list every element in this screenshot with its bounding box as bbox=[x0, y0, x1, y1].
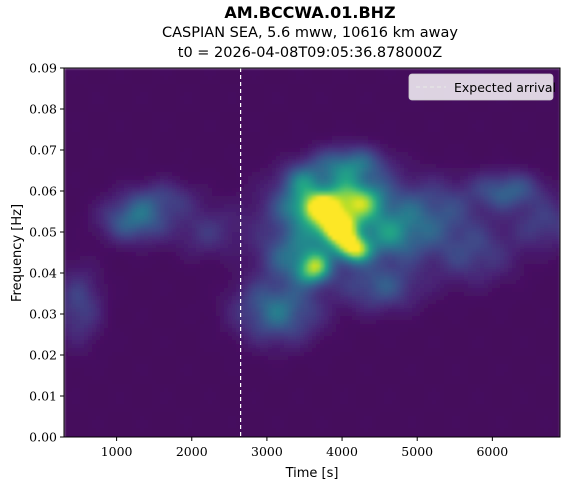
x-tick-label: 2000 bbox=[176, 444, 208, 459]
spectrogram-image bbox=[64, 68, 560, 437]
y-tick-label: 0.07 bbox=[29, 143, 57, 158]
y-axis-label: Frequency [Hz] bbox=[10, 204, 25, 302]
y-tick-label: 0.01 bbox=[29, 389, 57, 404]
x-tick-label: 3000 bbox=[251, 444, 283, 459]
y-tick-label: 0.06 bbox=[29, 184, 57, 199]
y-axis: 0.00 0.01 0.02 0.03 0.04 0.05 0.06 0.07 0.08 0.09 bbox=[29, 61, 64, 445]
y-tick-label: 0.05 bbox=[29, 225, 57, 240]
chart-subtitle: CASPIAN SEA, 5.6 mww, 10616 km away bbox=[162, 25, 458, 41]
y-tick-label: 0.03 bbox=[29, 307, 57, 322]
legend-arrival-label: Expected arrival bbox=[454, 80, 556, 95]
legend-box bbox=[408, 73, 554, 101]
y-tick-label: 0.09 bbox=[29, 61, 57, 76]
x-axis-label: Time [s] bbox=[285, 466, 339, 481]
y-tick-label: 0.08 bbox=[29, 102, 57, 117]
plot-frame bbox=[63, 67, 561, 438]
y-tick-label: 0.02 bbox=[29, 348, 57, 363]
x-axis: 1000 2000 3000 4000 5000 6000 bbox=[101, 437, 508, 459]
chart-subtitle-time: t0 = 2026-04-08T09:05:36.878000Z bbox=[177, 45, 443, 61]
x-tick-label: 5000 bbox=[401, 444, 433, 459]
legend: Expected arrival bbox=[408, 73, 556, 101]
x-tick-label: 6000 bbox=[476, 444, 508, 459]
x-tick-label: 1000 bbox=[101, 444, 133, 459]
x-tick-label: 4000 bbox=[326, 444, 358, 459]
y-tick-label: 0.04 bbox=[29, 266, 57, 281]
y-tick-label: 0.00 bbox=[29, 430, 57, 445]
chart-title: AM.BCCWA.01.BHZ bbox=[224, 3, 396, 22]
